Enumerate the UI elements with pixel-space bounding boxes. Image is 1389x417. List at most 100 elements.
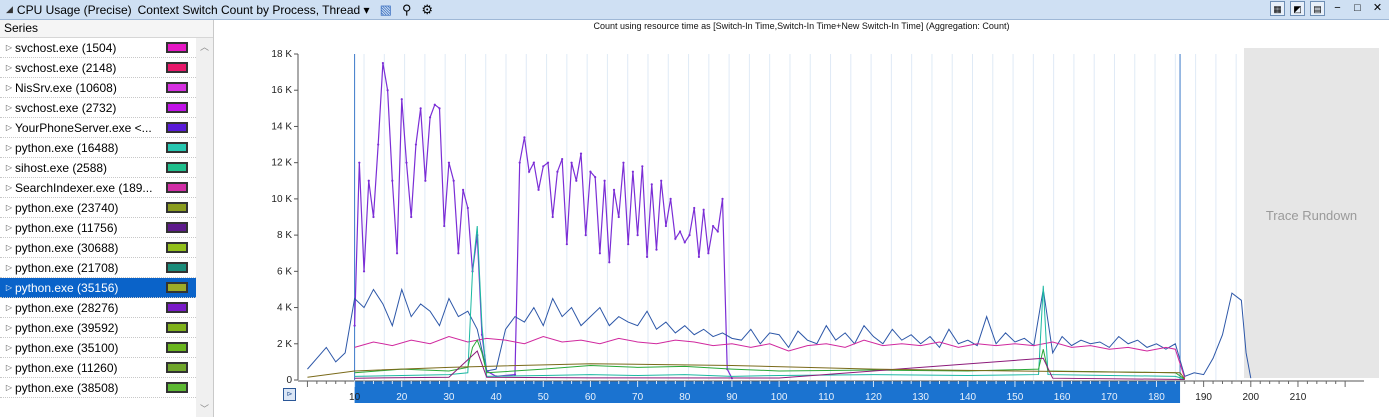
expand-icon[interactable]: ▷ <box>5 123 13 132</box>
series-row[interactable]: ▷ python.exe (35156) <box>0 278 196 298</box>
series-point <box>367 179 370 182</box>
series-color-swatch[interactable] <box>166 162 188 173</box>
line-chart[interactable]: 0 2 K 4 K 6 K 8 K 10 K 12 K 14 K 16 K 18 K 10 20 30 4… <box>214 30 1384 415</box>
graph-settings-icon[interactable]: ▧ <box>379 1 392 17</box>
gear-icon[interactable]: ⚙ <box>421 1 434 17</box>
series-point <box>664 224 668 228</box>
expand-icon[interactable]: ▷ <box>5 203 13 212</box>
expand-icon[interactable]: ▷ <box>5 243 13 252</box>
expand-icon[interactable]: ▷ <box>5 103 13 112</box>
series-label: python.exe (35156) <box>15 280 119 295</box>
series-color-swatch[interactable] <box>166 362 188 373</box>
expand-icon[interactable]: ▷ <box>5 303 13 312</box>
series-label: python.exe (11260) <box>15 360 118 375</box>
series-point <box>697 255 701 258</box>
series-point <box>655 248 658 251</box>
series-point <box>641 165 644 168</box>
series-row[interactable]: ▷ SearchIndexer.exe (189... <box>0 178 196 198</box>
series-color-swatch[interactable] <box>166 142 188 153</box>
series-row[interactable]: ▷ python.exe (28276) <box>0 298 196 318</box>
expand-icon[interactable]: ▷ <box>5 263 13 272</box>
series-point <box>542 165 545 168</box>
expand-icon[interactable]: ▷ <box>5 323 13 332</box>
series-point <box>636 234 639 237</box>
series-color-swatch[interactable] <box>166 242 188 253</box>
series-row[interactable]: ▷ python.exe (16488) <box>0 138 196 158</box>
collapse-icon[interactable]: ◢ <box>6 4 13 14</box>
expand-icon[interactable]: ▷ <box>5 183 13 192</box>
series-row[interactable]: ▷ python.exe (11260) <box>0 358 196 378</box>
series-color-swatch[interactable] <box>166 302 188 313</box>
expand-icon[interactable]: ▷ <box>5 83 13 92</box>
series-color-swatch[interactable] <box>166 102 188 113</box>
series-row[interactable]: ▷ NisSrv.exe (10608) <box>0 78 196 98</box>
series-point <box>532 161 535 164</box>
expand-icon[interactable]: ▷ <box>5 223 13 232</box>
close-icon[interactable]: ✕ <box>1372 2 1383 14</box>
series-row[interactable]: ▷ sihost.exe (2588) <box>0 158 196 178</box>
series-row[interactable]: ▷ svchost.exe (2148) <box>0 58 196 78</box>
series-label: python.exe (21708) <box>15 260 119 275</box>
series-label: python.exe (11756) <box>15 220 118 235</box>
series-row[interactable]: ▷ python.exe (23740) <box>0 198 196 218</box>
series-color-swatch[interactable] <box>166 282 188 293</box>
series-color-swatch[interactable] <box>166 182 188 193</box>
series-row[interactable]: ▷ svchost.exe (2732) <box>0 98 196 118</box>
expand-icon[interactable]: ▷ <box>5 43 13 52</box>
series-scrollbar[interactable]: ︿ ﹀ <box>196 38 213 417</box>
y-tick-label: 4 K <box>277 303 292 314</box>
series-row[interactable]: ▷ python.exe (11756) <box>0 218 196 238</box>
expand-icon[interactable]: ▷ <box>5 143 13 152</box>
series-color-swatch[interactable] <box>166 62 188 73</box>
series-point <box>622 161 625 164</box>
series-row[interactable]: ▷ python.exe (30688) <box>0 238 196 258</box>
search-icon[interactable]: ⚲ <box>401 1 412 17</box>
series-label: svchost.exe (2732) <box>15 100 117 115</box>
series-row[interactable]: ▷ svchost.exe (1504) <box>0 38 196 58</box>
y-tick-label: 14 K <box>271 121 292 132</box>
expand-icon[interactable]: ▷ <box>5 383 13 392</box>
series-point <box>400 98 403 101</box>
series-color-swatch[interactable] <box>166 122 188 133</box>
series-point <box>702 208 705 211</box>
series-point <box>457 252 460 255</box>
y-tick-label: 0 <box>286 375 292 386</box>
series-row[interactable]: ▷ YourPhoneServer.exe <... <box>0 118 196 138</box>
series-point <box>377 143 380 146</box>
expand-icon[interactable]: ▷ <box>5 163 13 172</box>
graph-only-view-icon[interactable]: ◩ <box>1290 1 1305 16</box>
scroll-down-icon[interactable]: ﹀ <box>199 404 209 414</box>
expand-icon[interactable]: ▷ <box>5 63 13 72</box>
series-point <box>584 234 587 237</box>
zoom-to-selection-icon[interactable]: ⊳ <box>283 388 296 401</box>
series-point <box>528 170 531 173</box>
preset-dropdown[interactable]: Context Switch Count by Process, Thread … <box>138 3 370 17</box>
minimize-icon[interactable]: − <box>1334 2 1341 14</box>
expand-icon[interactable]: ▷ <box>5 283 13 292</box>
scroll-up-icon[interactable]: ︿ <box>199 42 209 52</box>
restore-icon[interactable]: □ <box>1354 2 1361 14</box>
series-point <box>579 152 583 155</box>
series-color-swatch[interactable] <box>166 322 188 333</box>
x-tick-label: 110 <box>818 392 834 403</box>
series-label: python.exe (30688) <box>15 240 119 255</box>
series-color-swatch[interactable] <box>166 82 188 93</box>
expand-icon[interactable]: ▷ <box>5 343 13 352</box>
series-color-swatch[interactable] <box>166 342 188 353</box>
series-point <box>627 243 630 246</box>
series-color-swatch[interactable] <box>166 42 188 53</box>
series-row[interactable]: ▷ python.exe (35100) <box>0 338 196 358</box>
graph-and-table-view-icon[interactable]: ▦ <box>1270 1 1285 16</box>
series-color-swatch[interactable] <box>166 382 188 393</box>
series-color-swatch[interactable] <box>166 202 188 213</box>
series-color-swatch[interactable] <box>166 262 188 273</box>
table-only-view-icon[interactable]: ▤ <box>1310 1 1325 16</box>
series-point <box>678 230 682 233</box>
series-color-swatch[interactable] <box>166 222 188 233</box>
series-point <box>447 161 451 164</box>
series-row[interactable]: ▷ python.exe (38508) <box>0 378 196 398</box>
expand-icon[interactable]: ▷ <box>5 363 13 372</box>
series-row[interactable]: ▷ python.exe (39592) <box>0 318 196 338</box>
y-tick-label: 16 K <box>271 85 292 96</box>
series-row[interactable]: ▷ python.exe (21708) <box>0 258 196 278</box>
